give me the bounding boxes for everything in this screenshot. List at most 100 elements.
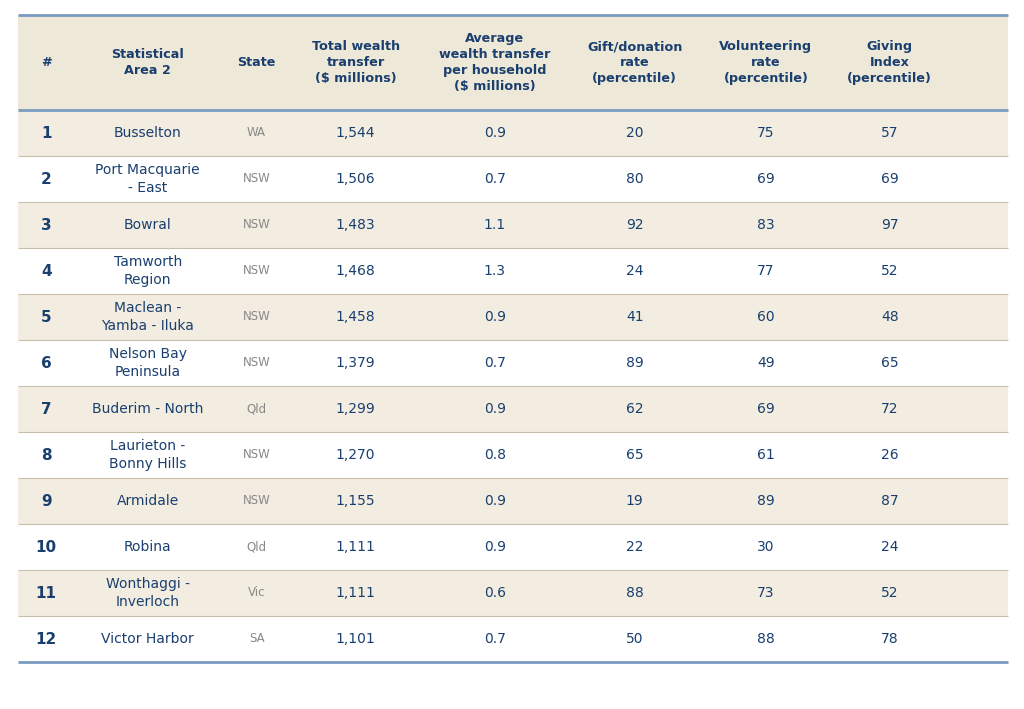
Text: Qld: Qld [247, 403, 266, 415]
Text: 1,155: 1,155 [336, 494, 376, 508]
Text: 0.9: 0.9 [483, 402, 506, 416]
Text: Wonthaggi -
Inverloch: Wonthaggi - Inverloch [105, 577, 189, 608]
Text: 80: 80 [626, 172, 643, 186]
Text: 1,111: 1,111 [336, 540, 376, 554]
Text: Maclean -
Yamba - Iluka: Maclean - Yamba - Iluka [101, 301, 195, 333]
Bar [18, 524, 1008, 570]
Text: 1,299: 1,299 [336, 402, 376, 416]
Text: Volunteering
rate
(percentile): Volunteering rate (percentile) [720, 40, 812, 85]
Text: Nelson Bay
Peninsula: Nelson Bay Peninsula [109, 347, 186, 379]
Text: Gift/donation
rate
(percentile): Gift/donation rate (percentile) [587, 40, 682, 85]
Text: 1,544: 1,544 [336, 126, 376, 140]
Text: Total wealth
transfer
($ millions): Total wealth transfer ($ millions) [311, 40, 399, 85]
Text: 12: 12 [36, 632, 57, 647]
Text: Laurieton -
Bonny Hills: Laurieton - Bonny Hills [109, 440, 186, 471]
Text: 83: 83 [757, 218, 775, 232]
Text: NSW: NSW [243, 449, 270, 462]
Text: 1,111: 1,111 [336, 586, 376, 600]
Text: State: State [238, 56, 275, 69]
Text: Giving
Index
(percentile): Giving Index (percentile) [847, 40, 932, 85]
Text: 69: 69 [881, 172, 899, 186]
Text: 8: 8 [41, 447, 51, 462]
Text: Statistical
Area 2: Statistical Area 2 [112, 48, 184, 77]
Bar [18, 294, 1008, 340]
Text: 30: 30 [757, 540, 775, 554]
Text: 0.6: 0.6 [483, 586, 506, 600]
Text: 1,468: 1,468 [336, 264, 376, 278]
Text: NSW: NSW [243, 172, 270, 186]
Text: 11: 11 [36, 586, 56, 601]
Text: 87: 87 [881, 494, 898, 508]
Text: Qld: Qld [247, 540, 266, 554]
Text: 0.9: 0.9 [483, 126, 506, 140]
Text: NSW: NSW [243, 494, 270, 508]
Text: 1,270: 1,270 [336, 448, 376, 462]
Bar [18, 340, 1008, 386]
Bar [18, 432, 1008, 478]
Text: 0.9: 0.9 [483, 494, 506, 508]
Text: Buderim - North: Buderim - North [92, 402, 204, 416]
Text: 69: 69 [757, 402, 775, 416]
Text: Vic: Vic [248, 586, 265, 600]
Text: NSW: NSW [243, 264, 270, 277]
Text: Tamworth
Region: Tamworth Region [114, 255, 182, 286]
Text: 73: 73 [757, 586, 775, 600]
Text: Robina: Robina [124, 540, 171, 554]
Text: 24: 24 [881, 540, 898, 554]
Text: Average
wealth transfer
per household
($ millions): Average wealth transfer per household ($… [439, 32, 550, 93]
Text: #: # [41, 56, 51, 69]
Bar [18, 616, 1008, 662]
Text: WA: WA [247, 126, 266, 140]
Text: 41: 41 [626, 310, 643, 324]
Text: 5: 5 [41, 310, 51, 325]
Bar [18, 202, 1008, 248]
Bar [18, 248, 1008, 294]
Text: 0.9: 0.9 [483, 540, 506, 554]
Text: NSW: NSW [243, 357, 270, 369]
Text: 65: 65 [881, 356, 898, 370]
Text: 48: 48 [881, 310, 898, 324]
Text: 1.1: 1.1 [483, 218, 506, 232]
Text: NSW: NSW [243, 218, 270, 232]
Text: Busselton: Busselton [114, 126, 181, 140]
Text: 61: 61 [757, 448, 775, 462]
Text: 22: 22 [626, 540, 643, 554]
Text: 1,101: 1,101 [336, 632, 376, 646]
Text: 26: 26 [881, 448, 898, 462]
Text: 1,458: 1,458 [336, 310, 376, 324]
Text: 10: 10 [36, 540, 56, 554]
Text: 72: 72 [881, 402, 898, 416]
Text: 97: 97 [881, 218, 898, 232]
Text: 1.3: 1.3 [483, 264, 506, 278]
Text: 57: 57 [881, 126, 898, 140]
Text: 60: 60 [757, 310, 775, 324]
Text: 19: 19 [626, 494, 644, 508]
Text: 78: 78 [881, 632, 898, 646]
Text: 20: 20 [626, 126, 643, 140]
Text: 92: 92 [626, 218, 643, 232]
Text: SA: SA [249, 632, 264, 645]
Text: 88: 88 [757, 632, 775, 646]
Text: 24: 24 [626, 264, 643, 278]
Text: 1: 1 [41, 125, 51, 140]
Text: 88: 88 [626, 586, 644, 600]
Text: Victor Harbor: Victor Harbor [101, 632, 195, 646]
Text: 0.7: 0.7 [483, 632, 506, 646]
Text: 7: 7 [41, 401, 51, 416]
Text: 69: 69 [757, 172, 775, 186]
Text: 50: 50 [626, 632, 643, 646]
Bar [18, 156, 1008, 202]
Text: 65: 65 [626, 448, 643, 462]
Text: 89: 89 [626, 356, 644, 370]
Text: 0.7: 0.7 [483, 172, 506, 186]
Text: Armidale: Armidale [117, 494, 179, 508]
Text: 0.7: 0.7 [483, 356, 506, 370]
Text: 1,506: 1,506 [336, 172, 376, 186]
Text: 52: 52 [881, 264, 898, 278]
Bar [18, 478, 1008, 524]
Text: 77: 77 [757, 264, 775, 278]
Text: 2: 2 [41, 172, 51, 186]
Text: 75: 75 [757, 126, 775, 140]
Bar [18, 386, 1008, 432]
Text: 6: 6 [41, 355, 51, 371]
